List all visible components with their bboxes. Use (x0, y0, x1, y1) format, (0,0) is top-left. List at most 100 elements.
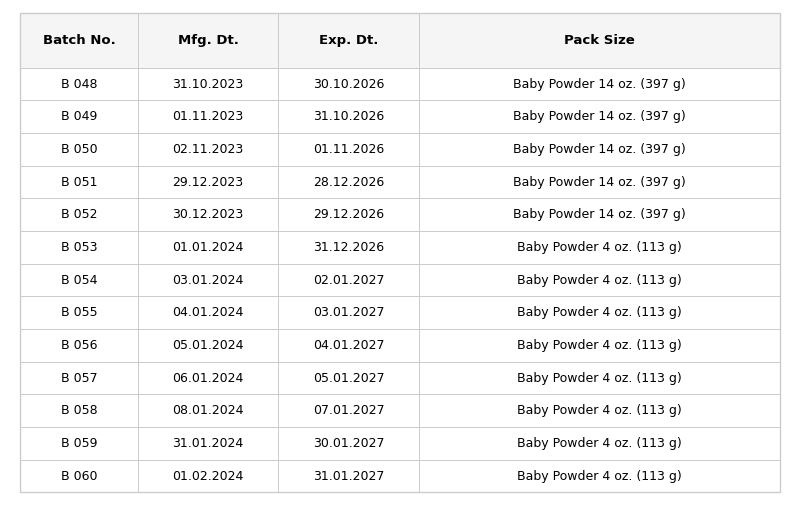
Text: 08.01.2024: 08.01.2024 (172, 404, 244, 417)
Bar (20, 166, 138, 198)
Bar (278, 264, 419, 296)
Bar (278, 231, 419, 264)
Bar (278, 166, 419, 198)
Text: 05.01.2027: 05.01.2027 (313, 372, 385, 385)
Bar (20, 427, 138, 460)
Bar (20, 13, 138, 68)
Text: Baby Powder 4 oz. (113 g): Baby Powder 4 oz. (113 g) (517, 274, 682, 286)
Text: B 060: B 060 (61, 470, 97, 483)
Bar (20, 460, 138, 492)
Bar (20, 198, 138, 231)
Bar (20, 329, 138, 362)
Text: Baby Powder 4 oz. (113 g): Baby Powder 4 oz. (113 g) (517, 470, 682, 483)
Bar (138, 394, 278, 427)
Bar (419, 13, 780, 68)
Text: B 050: B 050 (61, 143, 98, 156)
Bar (278, 133, 419, 166)
Text: B 059: B 059 (61, 437, 97, 450)
Text: B 055: B 055 (61, 306, 98, 319)
Text: Baby Powder 4 oz. (113 g): Baby Powder 4 oz. (113 g) (517, 306, 682, 319)
Text: Baby Powder 4 oz. (113 g): Baby Powder 4 oz. (113 g) (517, 339, 682, 352)
Bar (419, 329, 780, 362)
Bar (20, 68, 138, 100)
Bar (419, 460, 780, 492)
Bar (419, 166, 780, 198)
Text: Baby Powder 14 oz. (397 g): Baby Powder 14 oz. (397 g) (513, 110, 686, 123)
Bar (138, 68, 278, 100)
Bar (278, 198, 419, 231)
Text: Pack Size: Pack Size (564, 34, 635, 46)
Bar (278, 427, 419, 460)
Text: 31.10.2026: 31.10.2026 (313, 110, 384, 123)
Bar (419, 198, 780, 231)
Bar (138, 460, 278, 492)
Bar (419, 427, 780, 460)
Text: 02.01.2027: 02.01.2027 (313, 274, 385, 286)
Text: Baby Powder 14 oz. (397 g): Baby Powder 14 oz. (397 g) (513, 143, 686, 156)
Text: 28.12.2026: 28.12.2026 (313, 176, 384, 188)
Bar (20, 362, 138, 394)
Bar (20, 100, 138, 133)
Text: 31.12.2026: 31.12.2026 (313, 241, 384, 254)
Text: 03.01.2027: 03.01.2027 (313, 306, 385, 319)
Text: Exp. Dt.: Exp. Dt. (319, 34, 378, 46)
Bar (138, 362, 278, 394)
Bar (20, 133, 138, 166)
Text: B 051: B 051 (61, 176, 97, 188)
Bar (278, 362, 419, 394)
Bar (419, 362, 780, 394)
Bar (419, 100, 780, 133)
Bar (419, 231, 780, 264)
Bar (20, 264, 138, 296)
Text: 03.01.2024: 03.01.2024 (173, 274, 244, 286)
Bar (278, 13, 419, 68)
Bar (278, 394, 419, 427)
Bar (20, 296, 138, 329)
Text: B 058: B 058 (61, 404, 98, 417)
Bar (20, 231, 138, 264)
Text: 01.11.2023: 01.11.2023 (173, 110, 244, 123)
Text: Baby Powder 4 oz. (113 g): Baby Powder 4 oz. (113 g) (517, 241, 682, 254)
Text: B 054: B 054 (61, 274, 97, 286)
Bar (20, 394, 138, 427)
Bar (278, 460, 419, 492)
Bar (278, 329, 419, 362)
Text: Baby Powder 4 oz. (113 g): Baby Powder 4 oz. (113 g) (517, 437, 682, 450)
Text: Baby Powder 4 oz. (113 g): Baby Powder 4 oz. (113 g) (517, 372, 682, 385)
Bar (419, 394, 780, 427)
Bar (419, 264, 780, 296)
Text: Batch No.: Batch No. (42, 34, 115, 46)
Text: 05.01.2024: 05.01.2024 (172, 339, 244, 352)
Bar (138, 100, 278, 133)
Text: 31.01.2024: 31.01.2024 (173, 437, 244, 450)
Bar (419, 296, 780, 329)
Text: Mfg. Dt.: Mfg. Dt. (178, 34, 238, 46)
Bar (138, 427, 278, 460)
Text: Baby Powder 4 oz. (113 g): Baby Powder 4 oz. (113 g) (517, 404, 682, 417)
Text: B 053: B 053 (61, 241, 97, 254)
Text: 29.12.2023: 29.12.2023 (173, 176, 244, 188)
Bar (138, 133, 278, 166)
Text: 31.10.2023: 31.10.2023 (173, 78, 244, 90)
Bar (138, 329, 278, 362)
Text: Baby Powder 14 oz. (397 g): Baby Powder 14 oz. (397 g) (513, 78, 686, 90)
Text: 01.11.2026: 01.11.2026 (313, 143, 384, 156)
Bar (138, 198, 278, 231)
Bar (419, 133, 780, 166)
Text: B 048: B 048 (61, 78, 97, 90)
Text: 02.11.2023: 02.11.2023 (173, 143, 244, 156)
Text: B 052: B 052 (61, 208, 97, 221)
Bar (138, 13, 278, 68)
Text: 30.12.2023: 30.12.2023 (173, 208, 244, 221)
Text: 01.02.2024: 01.02.2024 (173, 470, 244, 483)
Text: 07.01.2027: 07.01.2027 (313, 404, 385, 417)
Bar (419, 68, 780, 100)
Text: 30.10.2026: 30.10.2026 (313, 78, 384, 90)
Bar (278, 68, 419, 100)
Text: 31.01.2027: 31.01.2027 (313, 470, 384, 483)
Bar (138, 231, 278, 264)
Text: B 049: B 049 (61, 110, 97, 123)
Text: 04.01.2024: 04.01.2024 (173, 306, 244, 319)
Text: Baby Powder 14 oz. (397 g): Baby Powder 14 oz. (397 g) (513, 208, 686, 221)
Bar (278, 296, 419, 329)
